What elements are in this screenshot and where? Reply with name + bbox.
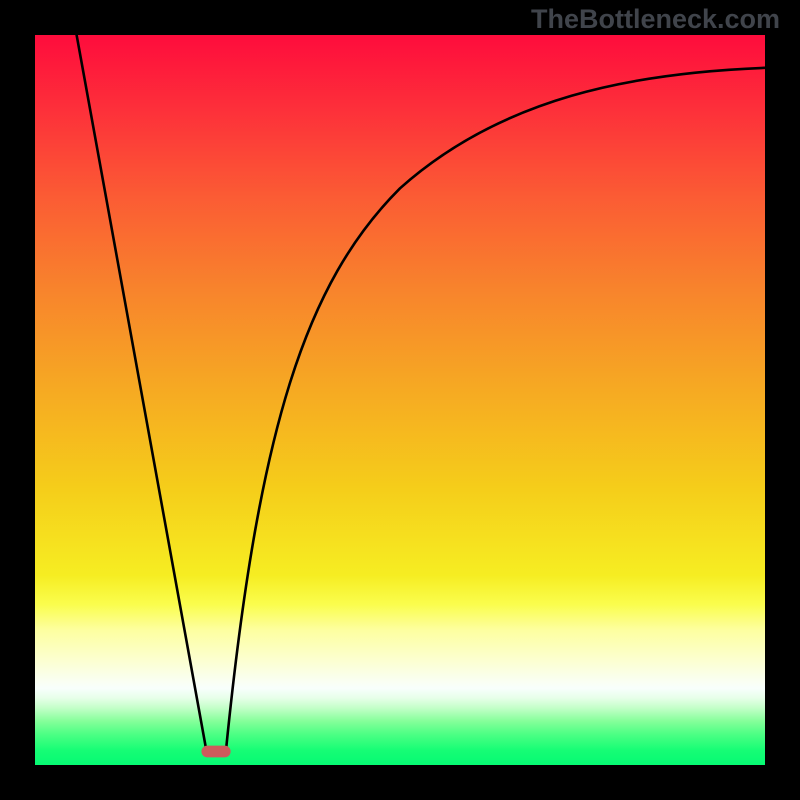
chart-svg (35, 35, 765, 765)
watermark-text: TheBottleneck.com (531, 4, 780, 35)
chart-frame (35, 35, 765, 765)
gradient-background (35, 35, 765, 765)
minimum-marker (201, 746, 230, 758)
